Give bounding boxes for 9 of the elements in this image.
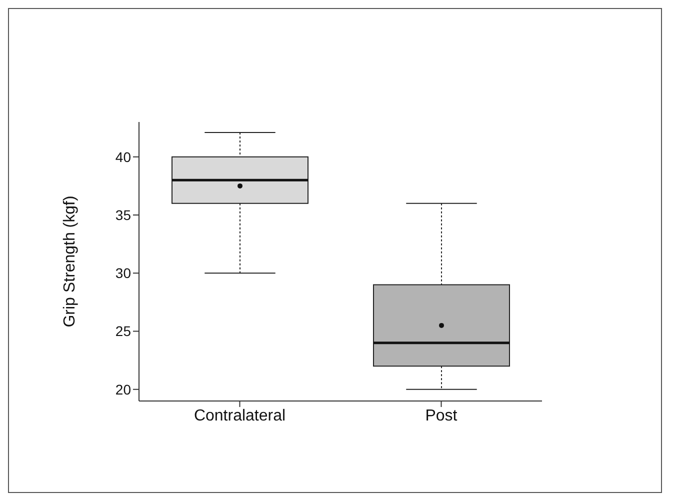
x-tick-label: Contralateral: [194, 407, 286, 424]
y-tick-label: 40: [115, 148, 132, 165]
x-tick-label: Post: [425, 407, 458, 424]
y-tick-label: 25: [115, 323, 132, 340]
y-tick-label: 30: [115, 265, 132, 282]
figure-border: Contralateral Post 20 25 30 35 40 Grip Strength (kgf): [8, 8, 662, 493]
y-tick-label: 20: [115, 381, 132, 398]
y-tick-label: 35: [115, 206, 132, 223]
y-axis-title: Grip Strength (kgf): [62, 196, 79, 328]
